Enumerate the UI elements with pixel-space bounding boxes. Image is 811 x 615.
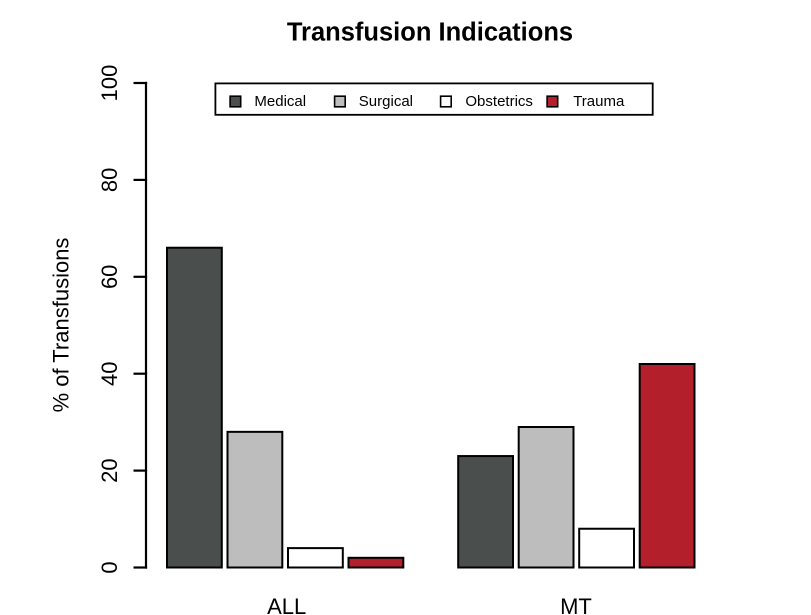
svg-text:100: 100: [97, 65, 122, 102]
svg-text:Trauma: Trauma: [573, 93, 625, 110]
svg-text:Medical: Medical: [254, 93, 306, 110]
svg-text:60: 60: [97, 265, 122, 289]
svg-text:Transfusion Indications: Transfusion Indications: [287, 18, 573, 46]
svg-text:Surgical: Surgical: [359, 93, 413, 110]
svg-text:MT: MT: [560, 594, 592, 615]
svg-text:40: 40: [97, 361, 122, 385]
svg-text:Obstetrics: Obstetrics: [465, 93, 533, 110]
svg-text:ALL: ALL: [267, 594, 306, 615]
svg-text:20: 20: [97, 458, 122, 482]
svg-text:% of Transfusions: % of Transfusions: [49, 238, 74, 413]
svg-text:80: 80: [97, 168, 122, 192]
svg-text:0: 0: [97, 561, 122, 573]
